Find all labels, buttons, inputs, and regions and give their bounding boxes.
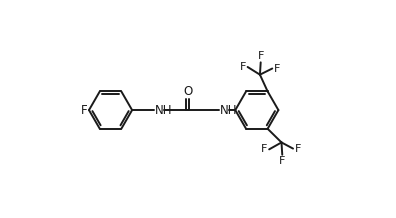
- Text: O: O: [183, 85, 192, 98]
- Text: NH: NH: [155, 104, 173, 117]
- Text: NH: NH: [220, 104, 237, 117]
- Text: F: F: [279, 156, 286, 166]
- Text: F: F: [295, 144, 301, 154]
- Text: F: F: [81, 104, 88, 117]
- Text: F: F: [274, 63, 280, 73]
- Text: F: F: [261, 144, 268, 154]
- Text: F: F: [257, 51, 264, 61]
- Text: F: F: [240, 62, 246, 72]
